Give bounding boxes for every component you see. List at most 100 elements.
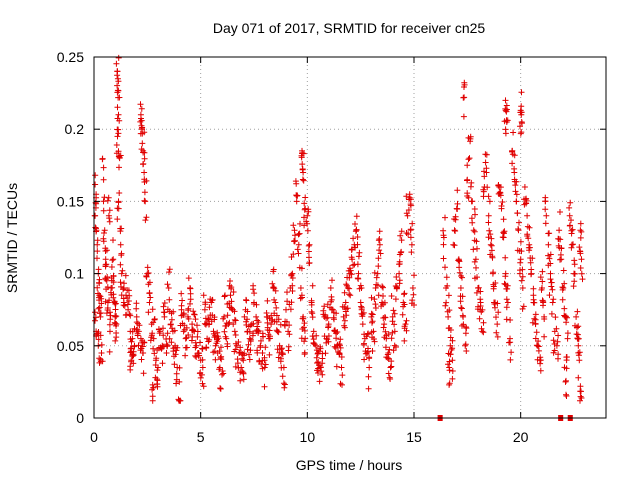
data-point xyxy=(279,373,286,380)
data-point xyxy=(356,285,363,292)
data-point xyxy=(464,190,471,197)
data-point xyxy=(392,283,399,289)
data-point xyxy=(125,298,132,304)
data-point xyxy=(273,318,280,325)
x-tick-label: 0 xyxy=(90,429,98,445)
data-point xyxy=(571,278,578,285)
data-point xyxy=(279,350,286,357)
data-point xyxy=(456,264,463,271)
data-point xyxy=(509,160,516,167)
data-point xyxy=(258,337,264,344)
data-point xyxy=(325,324,332,331)
data-point xyxy=(547,260,554,267)
data-point xyxy=(301,214,307,221)
data-point xyxy=(94,330,101,337)
data-point xyxy=(527,255,534,261)
data-point xyxy=(150,319,157,326)
data-point xyxy=(232,346,239,353)
data-point xyxy=(407,196,414,203)
data-point xyxy=(228,298,235,305)
data-point xyxy=(374,270,381,277)
data-point xyxy=(471,228,478,235)
data-point xyxy=(138,122,145,129)
data-point xyxy=(338,364,345,371)
data-point xyxy=(385,370,392,377)
data-point xyxy=(461,79,468,86)
data-point xyxy=(492,280,499,286)
data-point xyxy=(161,300,168,306)
data-point xyxy=(263,310,270,316)
data-point xyxy=(322,350,329,357)
data-point xyxy=(398,228,405,235)
data-point xyxy=(285,347,292,354)
data-point xyxy=(129,352,136,358)
data-point xyxy=(112,337,119,344)
data-point xyxy=(511,165,518,172)
data-point xyxy=(334,329,341,335)
data-point xyxy=(134,332,141,339)
data-point xyxy=(193,342,200,349)
data-point xyxy=(470,227,477,234)
data-point xyxy=(471,258,478,265)
data-point xyxy=(311,341,318,348)
data-point xyxy=(539,268,546,275)
data-point xyxy=(358,304,365,311)
data-point xyxy=(477,288,484,295)
data-point xyxy=(521,184,528,190)
data-point xyxy=(376,241,383,248)
data-point xyxy=(199,356,206,363)
data-point xyxy=(115,111,122,118)
data-point xyxy=(346,274,353,281)
data-point xyxy=(519,285,526,291)
data-point xyxy=(481,173,488,180)
data-point xyxy=(578,228,585,235)
data-point xyxy=(121,302,128,309)
data-point xyxy=(492,304,498,311)
data-point xyxy=(575,335,582,342)
data-point xyxy=(457,298,464,305)
data-point xyxy=(504,285,511,292)
data-point xyxy=(498,203,505,209)
data-point xyxy=(149,330,156,337)
data-point xyxy=(107,328,113,335)
y-tick-label: 0 xyxy=(76,410,84,426)
data-point xyxy=(568,227,575,234)
data-point xyxy=(278,345,285,352)
data-point xyxy=(149,306,156,313)
data-point xyxy=(170,308,177,315)
data-point xyxy=(185,315,192,322)
data-point xyxy=(364,331,371,338)
data-point xyxy=(140,160,147,167)
data-point xyxy=(174,344,181,351)
data-point xyxy=(245,341,252,348)
data-point xyxy=(117,241,124,248)
data-point xyxy=(407,234,414,241)
data-point xyxy=(338,354,345,360)
data-point xyxy=(107,309,113,316)
data-point xyxy=(380,284,386,291)
data-point xyxy=(371,296,378,303)
data-point xyxy=(456,258,463,265)
data-point xyxy=(190,308,197,315)
data-point xyxy=(284,289,290,296)
data-point xyxy=(578,395,585,401)
data-point xyxy=(137,118,144,125)
data-point xyxy=(145,309,152,316)
data-point xyxy=(182,335,189,342)
data-point xyxy=(264,297,271,304)
data-point xyxy=(275,329,282,336)
data-point xyxy=(197,374,204,381)
data-point xyxy=(94,284,101,291)
data-point xyxy=(350,262,357,269)
data-point xyxy=(240,376,247,383)
data-point xyxy=(138,356,145,363)
data-point xyxy=(537,360,544,367)
data-point xyxy=(113,142,120,148)
data-point xyxy=(365,385,372,392)
data-point xyxy=(485,193,492,200)
data-point xyxy=(182,352,189,359)
data-point xyxy=(354,261,361,268)
data-point xyxy=(221,328,228,335)
data-point xyxy=(133,313,140,320)
data-point xyxy=(518,111,525,118)
